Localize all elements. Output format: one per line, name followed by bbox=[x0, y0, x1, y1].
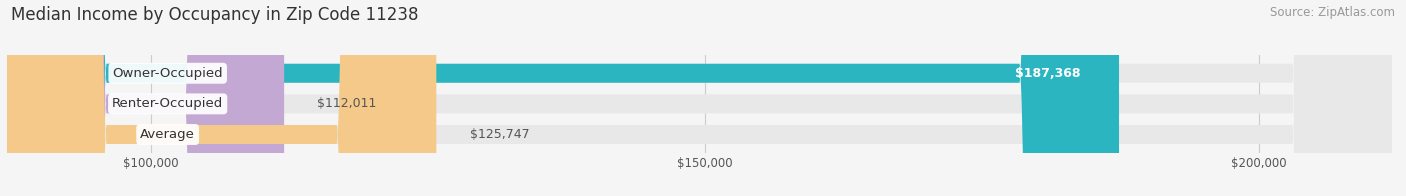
Text: $112,011: $112,011 bbox=[318, 97, 377, 110]
FancyBboxPatch shape bbox=[7, 0, 1119, 196]
Text: Average: Average bbox=[141, 128, 195, 141]
FancyBboxPatch shape bbox=[7, 0, 1392, 196]
Text: Owner-Occupied: Owner-Occupied bbox=[112, 67, 224, 80]
Text: $187,368: $187,368 bbox=[1015, 67, 1080, 80]
FancyBboxPatch shape bbox=[7, 0, 1392, 196]
Text: Source: ZipAtlas.com: Source: ZipAtlas.com bbox=[1270, 6, 1395, 19]
FancyBboxPatch shape bbox=[7, 0, 436, 196]
Text: Renter-Occupied: Renter-Occupied bbox=[112, 97, 224, 110]
FancyBboxPatch shape bbox=[7, 0, 284, 196]
Text: Median Income by Occupancy in Zip Code 11238: Median Income by Occupancy in Zip Code 1… bbox=[11, 6, 419, 24]
FancyBboxPatch shape bbox=[7, 0, 1392, 196]
Text: $125,747: $125,747 bbox=[470, 128, 529, 141]
